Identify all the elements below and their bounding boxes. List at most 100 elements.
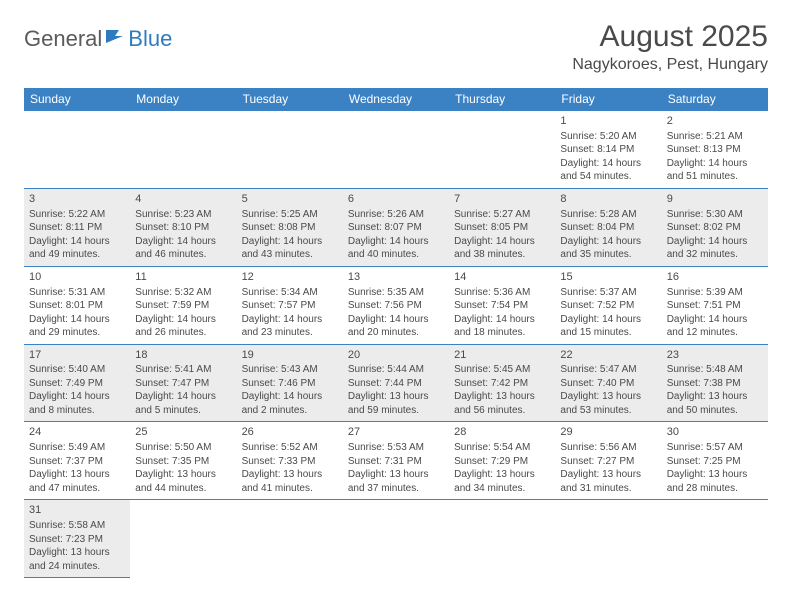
sunrise-text: Sunrise: 5:22 AM	[29, 208, 125, 222]
calendar-week: 10Sunrise: 5:31 AMSunset: 8:01 PMDayligh…	[24, 267, 768, 345]
sunset-text: Sunset: 8:02 PM	[667, 221, 763, 235]
sunset-text: Sunset: 7:25 PM	[667, 455, 763, 469]
daylight-text: Daylight: 14 hours and 26 minutes.	[135, 313, 231, 340]
day-number: 15	[560, 270, 656, 285]
sunrise-text: Sunrise: 5:20 AM	[560, 130, 656, 144]
title-block: August 2025 Nagykoroes, Pest, Hungary	[572, 20, 768, 74]
calendar-cell-empty	[555, 500, 661, 578]
day-number: 29	[560, 425, 656, 440]
sunset-text: Sunset: 7:40 PM	[560, 377, 656, 391]
day-number: 20	[348, 348, 444, 363]
calendar-cell: 24Sunrise: 5:49 AMSunset: 7:37 PMDayligh…	[24, 422, 130, 499]
calendar-cell-empty	[662, 500, 768, 578]
sunset-text: Sunset: 7:59 PM	[135, 299, 231, 313]
sunset-text: Sunset: 7:23 PM	[29, 533, 125, 547]
calendar-cell: 27Sunrise: 5:53 AMSunset: 7:31 PMDayligh…	[343, 422, 449, 499]
logo-text-blue: Blue	[128, 26, 172, 52]
calendar-cell: 21Sunrise: 5:45 AMSunset: 7:42 PMDayligh…	[449, 345, 555, 422]
calendar-cell: 2Sunrise: 5:21 AMSunset: 8:13 PMDaylight…	[662, 111, 768, 188]
sunrise-text: Sunrise: 5:30 AM	[667, 208, 763, 222]
daylight-text: Daylight: 13 hours and 28 minutes.	[667, 468, 763, 495]
day-number: 13	[348, 270, 444, 285]
day-number: 10	[29, 270, 125, 285]
sunrise-text: Sunrise: 5:54 AM	[454, 441, 550, 455]
day-number: 22	[560, 348, 656, 363]
sunset-text: Sunset: 7:35 PM	[135, 455, 231, 469]
day-header: Friday	[555, 88, 661, 111]
calendar-cell: 13Sunrise: 5:35 AMSunset: 7:56 PMDayligh…	[343, 267, 449, 344]
daylight-text: Daylight: 13 hours and 24 minutes.	[29, 546, 125, 573]
flag-icon	[105, 29, 125, 50]
daylight-text: Daylight: 14 hours and 32 minutes.	[667, 235, 763, 262]
daylight-text: Daylight: 13 hours and 41 minutes.	[242, 468, 338, 495]
day-number: 18	[135, 348, 231, 363]
sunrise-text: Sunrise: 5:32 AM	[135, 286, 231, 300]
day-number: 24	[29, 425, 125, 440]
calendar-cell: 16Sunrise: 5:39 AMSunset: 7:51 PMDayligh…	[662, 267, 768, 344]
sunset-text: Sunset: 8:08 PM	[242, 221, 338, 235]
day-number: 16	[667, 270, 763, 285]
calendar-cell: 31Sunrise: 5:58 AMSunset: 7:23 PMDayligh…	[24, 500, 130, 578]
daylight-text: Daylight: 13 hours and 31 minutes.	[560, 468, 656, 495]
daylight-text: Daylight: 14 hours and 51 minutes.	[667, 157, 763, 184]
sunrise-text: Sunrise: 5:28 AM	[560, 208, 656, 222]
daylight-text: Daylight: 13 hours and 59 minutes.	[348, 390, 444, 417]
sunset-text: Sunset: 7:33 PM	[242, 455, 338, 469]
calendar-cell-empty	[343, 500, 449, 578]
day-number: 9	[667, 192, 763, 207]
sunset-text: Sunset: 7:38 PM	[667, 377, 763, 391]
sunset-text: Sunset: 7:44 PM	[348, 377, 444, 391]
sunrise-text: Sunrise: 5:36 AM	[454, 286, 550, 300]
calendar-cell: 11Sunrise: 5:32 AMSunset: 7:59 PMDayligh…	[130, 267, 236, 344]
day-number: 27	[348, 425, 444, 440]
calendar-cell-empty	[237, 111, 343, 188]
sunrise-text: Sunrise: 5:34 AM	[242, 286, 338, 300]
day-header: Wednesday	[343, 88, 449, 111]
sunrise-text: Sunrise: 5:48 AM	[667, 363, 763, 377]
logo-text-general: General	[24, 26, 102, 52]
daylight-text: Daylight: 13 hours and 50 minutes.	[667, 390, 763, 417]
day-number: 12	[242, 270, 338, 285]
sunset-text: Sunset: 8:13 PM	[667, 143, 763, 157]
calendar-cell: 19Sunrise: 5:43 AMSunset: 7:46 PMDayligh…	[237, 345, 343, 422]
calendar-week: 3Sunrise: 5:22 AMSunset: 8:11 PMDaylight…	[24, 189, 768, 267]
day-number: 3	[29, 192, 125, 207]
sunset-text: Sunset: 7:31 PM	[348, 455, 444, 469]
day-number: 28	[454, 425, 550, 440]
daylight-text: Daylight: 14 hours and 43 minutes.	[242, 235, 338, 262]
header: General Blue August 2025 Nagykoroes, Pes…	[0, 0, 792, 80]
daylight-text: Daylight: 14 hours and 35 minutes.	[560, 235, 656, 262]
day-number: 30	[667, 425, 763, 440]
calendar-weeks: 1Sunrise: 5:20 AMSunset: 8:14 PMDaylight…	[24, 111, 768, 578]
month-title: August 2025	[572, 20, 768, 54]
daylight-text: Daylight: 13 hours and 53 minutes.	[560, 390, 656, 417]
sunrise-text: Sunrise: 5:37 AM	[560, 286, 656, 300]
day-number: 4	[135, 192, 231, 207]
daylight-text: Daylight: 14 hours and 5 minutes.	[135, 390, 231, 417]
day-number: 1	[560, 114, 656, 129]
daylight-text: Daylight: 14 hours and 29 minutes.	[29, 313, 125, 340]
day-headers-row: SundayMondayTuesdayWednesdayThursdayFrid…	[24, 88, 768, 111]
calendar-cell: 15Sunrise: 5:37 AMSunset: 7:52 PMDayligh…	[555, 267, 661, 344]
daylight-text: Daylight: 14 hours and 15 minutes.	[560, 313, 656, 340]
calendar-cell: 9Sunrise: 5:30 AMSunset: 8:02 PMDaylight…	[662, 189, 768, 266]
daylight-text: Daylight: 14 hours and 49 minutes.	[29, 235, 125, 262]
day-header: Monday	[130, 88, 236, 111]
daylight-text: Daylight: 14 hours and 8 minutes.	[29, 390, 125, 417]
calendar-cell-empty	[449, 500, 555, 578]
location-text: Nagykoroes, Pest, Hungary	[572, 56, 768, 74]
day-number: 17	[29, 348, 125, 363]
calendar-cell-empty	[130, 500, 236, 578]
calendar-cell: 8Sunrise: 5:28 AMSunset: 8:04 PMDaylight…	[555, 189, 661, 266]
sunrise-text: Sunrise: 5:39 AM	[667, 286, 763, 300]
day-number: 7	[454, 192, 550, 207]
calendar-cell-empty	[343, 111, 449, 188]
calendar-cell-empty	[24, 111, 130, 188]
daylight-text: Daylight: 13 hours and 44 minutes.	[135, 468, 231, 495]
day-header: Tuesday	[237, 88, 343, 111]
calendar: SundayMondayTuesdayWednesdayThursdayFrid…	[24, 88, 768, 578]
sunset-text: Sunset: 7:57 PM	[242, 299, 338, 313]
sunrise-text: Sunrise: 5:53 AM	[348, 441, 444, 455]
calendar-cell-empty	[237, 500, 343, 578]
calendar-cell: 28Sunrise: 5:54 AMSunset: 7:29 PMDayligh…	[449, 422, 555, 499]
